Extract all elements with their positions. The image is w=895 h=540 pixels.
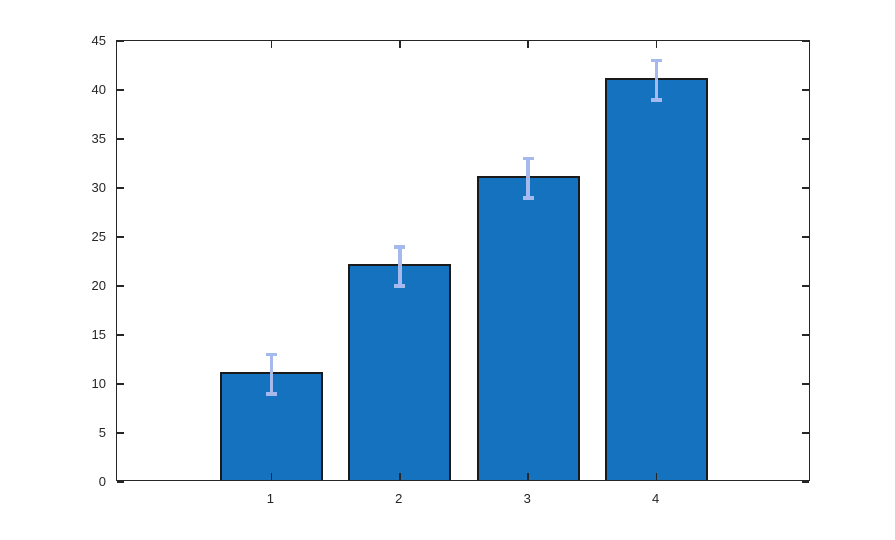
y-tick-left	[117, 383, 124, 385]
x-tick-label: 1	[266, 491, 275, 506]
x-tick-bottom	[399, 473, 401, 480]
y-tick-left	[117, 138, 124, 140]
error-bar-cap-top	[394, 245, 406, 249]
y-tick-right	[802, 187, 809, 189]
y-tick-right	[802, 383, 809, 385]
y-tick-label: 5	[98, 424, 106, 440]
x-tick-top	[270, 41, 273, 48]
x-tick-label: 3	[523, 491, 531, 506]
y-tick-left	[117, 285, 124, 287]
x-tick-label: 4	[651, 491, 660, 506]
bar-4	[605, 78, 708, 480]
y-tick-label: 30	[91, 179, 106, 195]
y-tick-label: 35	[91, 130, 106, 146]
x-tick-top	[655, 41, 658, 48]
y-tick-right	[802, 285, 809, 287]
error-bar-cap-bottom	[651, 98, 663, 102]
x-tick-top	[399, 41, 401, 48]
bar-3	[476, 176, 580, 480]
y-tick-left	[117, 187, 124, 189]
y-tick-left	[117, 432, 124, 434]
y-tick-right	[802, 138, 809, 140]
y-tick-left	[117, 40, 124, 42]
y-tick-right	[802, 89, 809, 91]
y-tick-label: 45	[91, 32, 106, 48]
x-tick-bottom	[527, 473, 529, 480]
y-tick-right	[802, 40, 809, 42]
error-bar-cap-bottom	[394, 284, 406, 288]
x-tick-bottom	[270, 473, 273, 480]
y-tick-left	[117, 236, 124, 238]
y-tick-label: 25	[91, 228, 106, 244]
x-tick-bottom	[655, 473, 658, 480]
y-tick-right	[802, 432, 809, 434]
error-bar-stem	[654, 60, 659, 100]
y-tick-right	[802, 481, 809, 483]
error-bar-cap-top	[522, 156, 534, 161]
y-tick-label: 40	[91, 81, 106, 97]
error-bar-stem	[269, 354, 274, 394]
plot-area	[116, 40, 810, 483]
x-tick-label: 2	[395, 491, 403, 506]
y-tick-label: 10	[91, 375, 106, 391]
bar-2	[348, 264, 452, 480]
y-tick-label: 15	[91, 326, 106, 342]
error-bar-stem	[398, 246, 402, 286]
y-tick-label: 0	[98, 473, 106, 489]
error-bar-cap-bottom	[265, 392, 277, 396]
error-bar-stem	[526, 158, 530, 198]
error-bar-cap-bottom	[522, 196, 534, 200]
y-tick-right	[802, 236, 809, 238]
error-bar-cap-top	[651, 58, 663, 63]
y-tick-right	[802, 334, 809, 336]
error-bar-cap-top	[265, 352, 277, 357]
y-tick-label: 20	[91, 277, 106, 293]
x-tick-top	[527, 41, 529, 48]
y-tick-left	[117, 481, 124, 483]
y-tick-left	[117, 334, 124, 336]
y-tick-left	[117, 89, 124, 91]
